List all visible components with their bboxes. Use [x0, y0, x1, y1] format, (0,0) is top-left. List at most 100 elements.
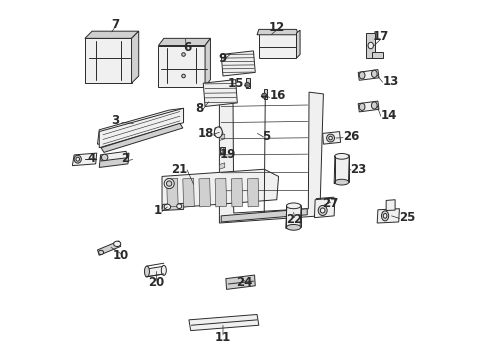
- Text: 16: 16: [269, 89, 285, 102]
- Polygon shape: [263, 89, 266, 99]
- Ellipse shape: [182, 74, 185, 78]
- Polygon shape: [99, 108, 183, 148]
- Polygon shape: [131, 31, 139, 83]
- Polygon shape: [221, 51, 255, 76]
- Ellipse shape: [383, 213, 386, 218]
- Polygon shape: [85, 31, 139, 39]
- Polygon shape: [85, 39, 131, 83]
- Text: 4: 4: [87, 152, 96, 165]
- Ellipse shape: [182, 53, 185, 56]
- Polygon shape: [97, 108, 183, 144]
- Polygon shape: [219, 177, 224, 184]
- Polygon shape: [333, 155, 348, 184]
- Polygon shape: [366, 33, 375, 58]
- Polygon shape: [219, 192, 224, 198]
- Polygon shape: [386, 200, 394, 211]
- Text: 1: 1: [154, 204, 162, 217]
- Polygon shape: [314, 198, 334, 218]
- Ellipse shape: [320, 208, 325, 213]
- Ellipse shape: [164, 179, 174, 189]
- Polygon shape: [166, 178, 178, 207]
- Polygon shape: [145, 266, 164, 277]
- Ellipse shape: [113, 241, 121, 247]
- Polygon shape: [220, 147, 224, 154]
- Ellipse shape: [334, 153, 348, 159]
- Polygon shape: [219, 163, 224, 169]
- Polygon shape: [322, 132, 340, 144]
- Polygon shape: [225, 275, 255, 289]
- Polygon shape: [245, 78, 249, 88]
- Polygon shape: [199, 178, 210, 207]
- Ellipse shape: [381, 211, 388, 221]
- Ellipse shape: [326, 134, 334, 142]
- Ellipse shape: [286, 203, 300, 209]
- Ellipse shape: [101, 154, 108, 161]
- Ellipse shape: [166, 181, 171, 186]
- Ellipse shape: [244, 82, 249, 87]
- Polygon shape: [101, 123, 183, 152]
- Text: 26: 26: [343, 130, 359, 144]
- Polygon shape: [214, 127, 223, 138]
- Polygon shape: [203, 80, 237, 107]
- Text: 23: 23: [349, 163, 366, 176]
- Polygon shape: [204, 39, 210, 87]
- Text: 18: 18: [197, 127, 214, 140]
- Polygon shape: [258, 33, 296, 58]
- Text: 3: 3: [111, 114, 119, 127]
- Polygon shape: [188, 315, 258, 330]
- Text: 6: 6: [183, 41, 191, 54]
- Ellipse shape: [144, 266, 149, 277]
- Polygon shape: [219, 134, 224, 140]
- Polygon shape: [221, 209, 306, 222]
- Polygon shape: [183, 178, 194, 207]
- Polygon shape: [99, 153, 129, 167]
- Polygon shape: [357, 69, 378, 80]
- Polygon shape: [357, 101, 378, 112]
- Ellipse shape: [74, 155, 81, 163]
- Text: 24: 24: [236, 276, 252, 289]
- Polygon shape: [162, 169, 278, 209]
- Text: 11: 11: [214, 331, 231, 344]
- Text: 17: 17: [372, 30, 388, 43]
- Polygon shape: [231, 178, 242, 207]
- Ellipse shape: [164, 204, 170, 210]
- Text: 14: 14: [380, 109, 396, 122]
- Polygon shape: [285, 205, 301, 228]
- Text: 21: 21: [170, 163, 187, 176]
- Ellipse shape: [286, 225, 300, 230]
- Polygon shape: [219, 148, 224, 155]
- Polygon shape: [158, 45, 204, 87]
- Text: 10: 10: [112, 249, 129, 262]
- Text: 27: 27: [322, 197, 338, 210]
- Polygon shape: [371, 51, 382, 58]
- Polygon shape: [72, 153, 97, 166]
- Text: 13: 13: [382, 75, 398, 88]
- Polygon shape: [247, 178, 258, 207]
- Ellipse shape: [334, 179, 348, 185]
- Ellipse shape: [367, 42, 373, 49]
- Polygon shape: [162, 203, 184, 211]
- Polygon shape: [97, 241, 121, 255]
- Ellipse shape: [161, 265, 166, 275]
- Polygon shape: [215, 178, 226, 207]
- Polygon shape: [257, 30, 298, 35]
- Text: 12: 12: [268, 21, 285, 34]
- Ellipse shape: [318, 206, 326, 216]
- Polygon shape: [219, 92, 323, 223]
- Text: 20: 20: [148, 276, 164, 289]
- Text: 25: 25: [398, 211, 414, 224]
- Ellipse shape: [99, 250, 103, 255]
- Ellipse shape: [371, 70, 376, 77]
- Text: 8: 8: [195, 102, 203, 115]
- Text: 7: 7: [111, 18, 119, 31]
- Text: 19: 19: [219, 148, 235, 161]
- Ellipse shape: [328, 136, 332, 140]
- Ellipse shape: [176, 204, 182, 208]
- Ellipse shape: [214, 127, 222, 138]
- Ellipse shape: [359, 103, 364, 111]
- Ellipse shape: [261, 93, 266, 98]
- Polygon shape: [100, 151, 126, 161]
- Ellipse shape: [76, 157, 80, 161]
- Text: 15: 15: [228, 77, 244, 90]
- Text: 2: 2: [122, 152, 129, 165]
